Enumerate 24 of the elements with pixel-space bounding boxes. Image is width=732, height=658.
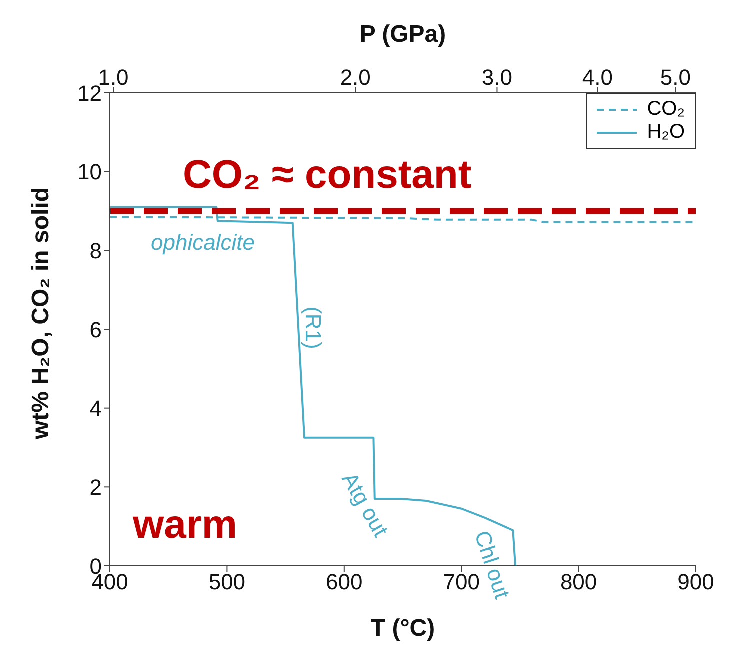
- y-tick-label: 10: [78, 160, 102, 185]
- x-tick-label: 900: [678, 570, 714, 595]
- y-tick-label: 8: [90, 238, 102, 264]
- x2-tick-label: 4.0: [582, 65, 614, 90]
- x-tick-label: 500: [208, 570, 246, 595]
- x2-tick-label: 5.0: [660, 65, 691, 90]
- legend-label: CO₂: [647, 98, 685, 121]
- annotation: Atg out: [337, 468, 394, 542]
- x-axis-title: T (°C): [370, 615, 436, 642]
- x-tick-label: 800: [560, 570, 598, 595]
- annotation: warm: [133, 503, 238, 547]
- x-tick-label: 600: [326, 570, 363, 595]
- y-tick-label: 4: [90, 396, 102, 422]
- y-axis-title: wt% H₂O, CO₂ in solid: [28, 188, 55, 440]
- x2-tick-label: 3.0: [482, 65, 513, 90]
- y-tick-label: 2: [90, 474, 102, 500]
- y-tick-label: 6: [90, 317, 102, 342]
- x-tick-label: 700: [443, 570, 480, 595]
- annotation: ophicalcite: [151, 230, 255, 255]
- legend-label: H₂O: [647, 121, 685, 144]
- annotation: (R1): [301, 306, 326, 350]
- x2-axis-title: P (GPa): [360, 21, 446, 48]
- annotation: CO₂ ≈ constant: [183, 153, 472, 197]
- x2-tick-label: 2.0: [340, 65, 371, 90]
